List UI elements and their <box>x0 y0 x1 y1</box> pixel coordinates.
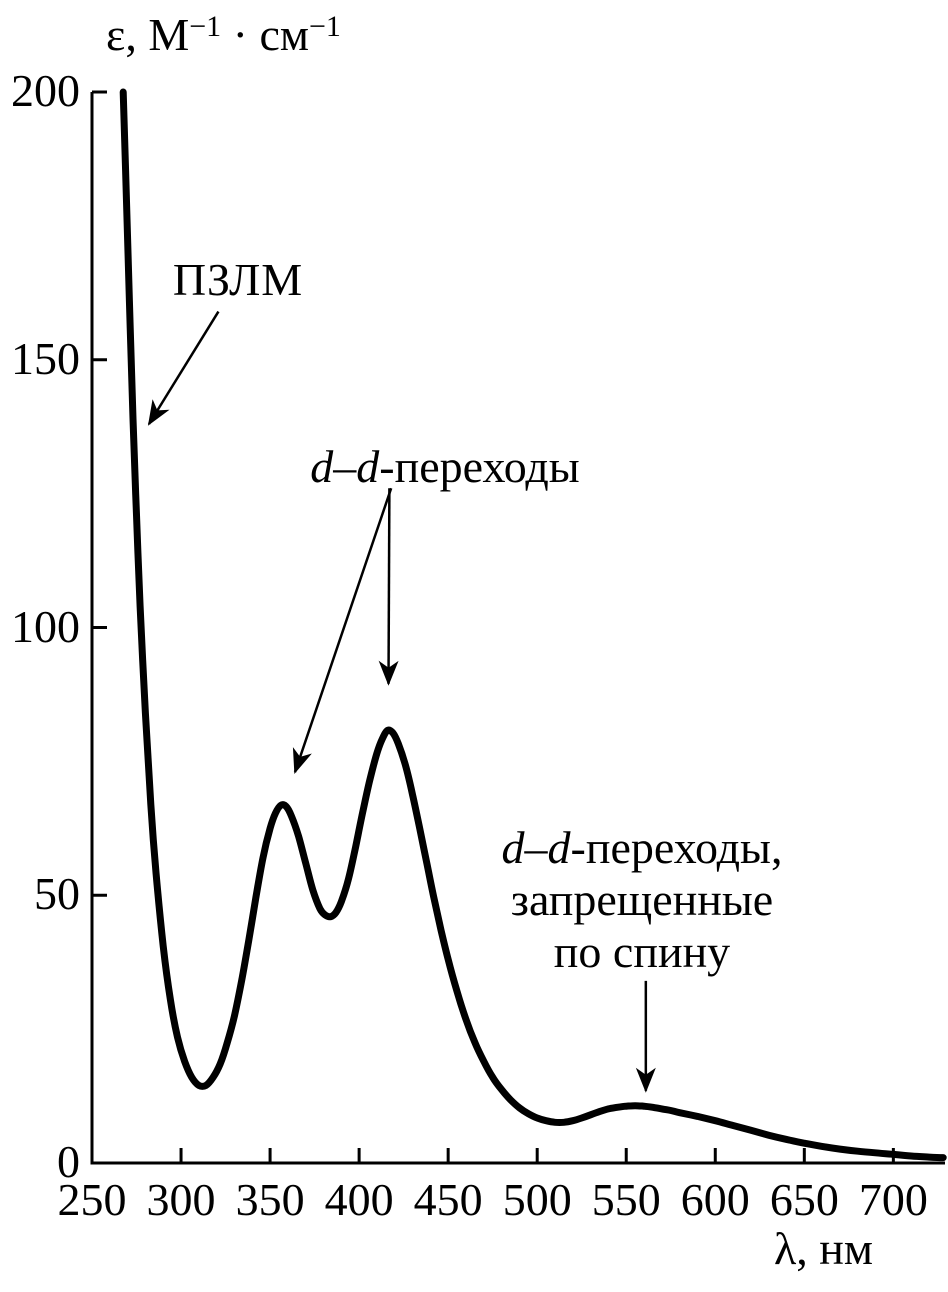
y-axis-title-base2: · см <box>221 9 309 60</box>
annotation-spin-line2: запрещенные <box>510 874 774 925</box>
x-tick-label: 300 <box>146 1174 216 1225</box>
annotation-dd-rest: -переходы <box>379 441 580 492</box>
y-tick-label: 50 <box>34 868 80 920</box>
y-tick-label: 150 <box>11 332 80 384</box>
axes <box>90 92 945 1165</box>
spectrum-curve <box>119 88 947 1162</box>
y-tick-label: 100 <box>11 600 80 652</box>
x-tick-label: 450 <box>413 1174 483 1225</box>
y-axis-title-base: ε, М <box>106 9 190 60</box>
x-tick-label: 550 <box>591 1174 661 1225</box>
y-tick-label: 200 <box>11 65 80 116</box>
annotation-lmct: ПЗЛМ <box>172 254 304 305</box>
annotation-spin-line3: по спину <box>553 926 731 977</box>
y-axis-title-sup1: −1 <box>189 10 222 43</box>
x-tick-label: 350 <box>235 1174 305 1225</box>
annotation-spin-line1: d–d-переходы, <box>496 822 788 874</box>
axis-ticks <box>90 90 895 1165</box>
x-tick-label: 600 <box>680 1174 750 1225</box>
annotation-spin-forbidden: d–d-переходы, запрещенные по спину <box>496 822 788 978</box>
y-tick-label: 0 <box>57 1136 80 1187</box>
x-tick-label: 500 <box>502 1174 572 1225</box>
annotation-dd-transitions: d–d-переходы <box>306 441 584 493</box>
annotation-spin-italic: d–d <box>501 822 571 873</box>
y-axis-title-sup2: −1 <box>309 10 341 43</box>
x-axis-title: λ, нм <box>773 1223 873 1274</box>
annotation-spin-rest: -переходы, <box>570 822 783 873</box>
x-tick-label: 400 <box>324 1174 394 1225</box>
x-tick-label: 250 <box>57 1174 127 1225</box>
y-axis-title: ε, М−1 · см−1 <box>106 9 341 61</box>
annotation-arrows <box>147 310 656 1093</box>
annotation-dd-italic: d–d <box>310 441 380 492</box>
x-tick-label: 650 <box>769 1174 839 1225</box>
x-tick-label: 700 <box>858 1174 928 1225</box>
